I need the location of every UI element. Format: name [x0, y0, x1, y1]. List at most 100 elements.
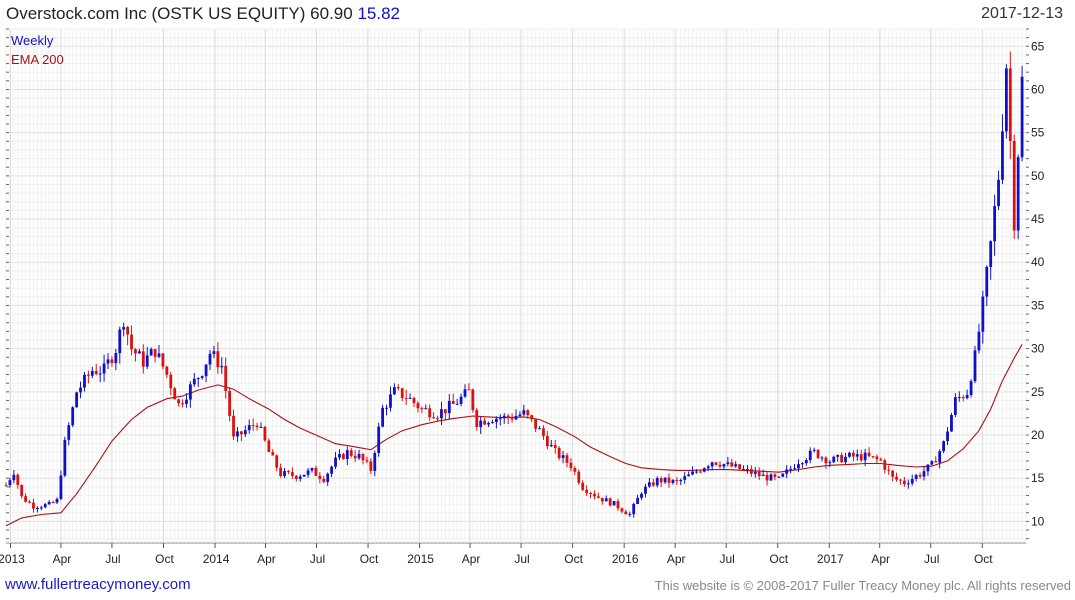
candle-body: [675, 480, 679, 482]
candle-body: [267, 440, 271, 453]
candle-body: [808, 450, 812, 461]
candle-body: [326, 473, 330, 482]
candle-body: [188, 384, 192, 400]
candle-body: [510, 418, 514, 420]
x-tick-label: 2013: [0, 552, 25, 566]
axes: 10 15 20 25 30 35 40 45 50 55 60 65 2013 Apr Jul Oct 201…: [0, 28, 1045, 566]
candle-body: [345, 450, 349, 459]
candle-body: [247, 425, 251, 431]
candle-body: [306, 470, 310, 475]
candle-body: [90, 370, 94, 376]
candle-body: [71, 407, 75, 426]
candle-body: [938, 451, 942, 463]
candle-body: [616, 501, 620, 509]
candle-body: [369, 461, 373, 471]
x-tick-label: Apr: [462, 552, 481, 566]
candle-body: [946, 431, 949, 442]
candle-body: [279, 467, 283, 477]
candle-body: [192, 378, 196, 385]
candle-body: [396, 387, 400, 389]
candle-body: [1004, 68, 1008, 132]
candle-body: [706, 466, 710, 469]
candle-body: [950, 415, 953, 432]
site-link[interactable]: www.fullertreacymoney.com: [5, 576, 191, 593]
candle-body: [687, 474, 691, 477]
candle-body: [887, 469, 891, 471]
candle-body: [836, 454, 840, 457]
candle-body: [997, 179, 1000, 207]
candle-body: [651, 482, 655, 486]
x-tick-label: Jul: [310, 552, 325, 566]
candle-body: [94, 370, 98, 374]
candle-body: [961, 397, 965, 399]
candle-body: [259, 426, 263, 428]
y-tick-label: 65: [1031, 39, 1045, 53]
candle-body: [530, 415, 534, 420]
candle-body: [730, 462, 734, 467]
candle-body: [137, 351, 141, 354]
candle-body: [844, 456, 847, 463]
x-tick-label: Apr: [871, 552, 890, 566]
candle-body: [965, 394, 969, 399]
candle-body: [157, 353, 161, 357]
candle-body: [59, 475, 63, 499]
candle-body: [239, 431, 243, 435]
candle-body: [35, 507, 39, 509]
candle-body: [875, 456, 879, 460]
candle-body: [8, 480, 12, 486]
candle-body: [773, 474, 777, 477]
candle-body: [341, 454, 345, 459]
candle-body: [930, 461, 934, 465]
candle-body: [957, 397, 961, 399]
candle-body: [969, 381, 973, 395]
candle-body: [632, 503, 636, 515]
change-value: 15.82: [357, 4, 400, 23]
candle-body: [879, 459, 883, 461]
candle-body: [255, 425, 259, 428]
candle-body: [859, 454, 863, 461]
candle-body: [149, 349, 153, 356]
candle-body: [1001, 131, 1004, 180]
candle-body: [487, 422, 490, 425]
candle-body: [561, 455, 565, 459]
candle-body: [83, 374, 86, 388]
candle-body: [993, 206, 997, 242]
candle-body: [710, 462, 714, 467]
x-tick-label: 2014: [203, 552, 230, 566]
candle-body: [447, 400, 451, 414]
candle-body: [141, 351, 145, 367]
candle-body: [451, 400, 455, 404]
candle-body: [589, 492, 592, 494]
candle-body: [832, 456, 836, 463]
candle-body: [424, 408, 428, 410]
candle-body: [4, 485, 8, 487]
y-tick-label: 40: [1031, 255, 1045, 269]
candle-body: [122, 326, 126, 330]
candle-body: [753, 471, 757, 474]
candle-body: [891, 470, 895, 477]
candle-body: [906, 483, 910, 485]
candle-body: [118, 329, 122, 354]
candle-body: [910, 478, 914, 484]
candle-body: [526, 410, 530, 416]
candle-body: [506, 415, 510, 419]
y-tick-label: 25: [1031, 385, 1045, 399]
x-tick-label: Apr: [53, 552, 72, 566]
candle-body: [608, 498, 612, 506]
legend: Weekly EMA 200: [11, 33, 64, 67]
y-tick-label: 35: [1031, 298, 1045, 312]
candles-layer: [4, 51, 1024, 518]
candle-body: [585, 489, 589, 493]
candle-body: [134, 349, 137, 354]
candle-body: [271, 452, 275, 456]
candle-body: [985, 266, 989, 297]
candle-body: [565, 455, 569, 463]
candle-body: [746, 468, 749, 470]
candle-body: [28, 501, 31, 503]
candle-body: [251, 425, 255, 427]
candle-body: [102, 363, 106, 374]
candle-body: [522, 410, 526, 415]
candle-body: [867, 452, 871, 457]
candle-body: [498, 418, 502, 420]
candle-body: [659, 478, 663, 483]
